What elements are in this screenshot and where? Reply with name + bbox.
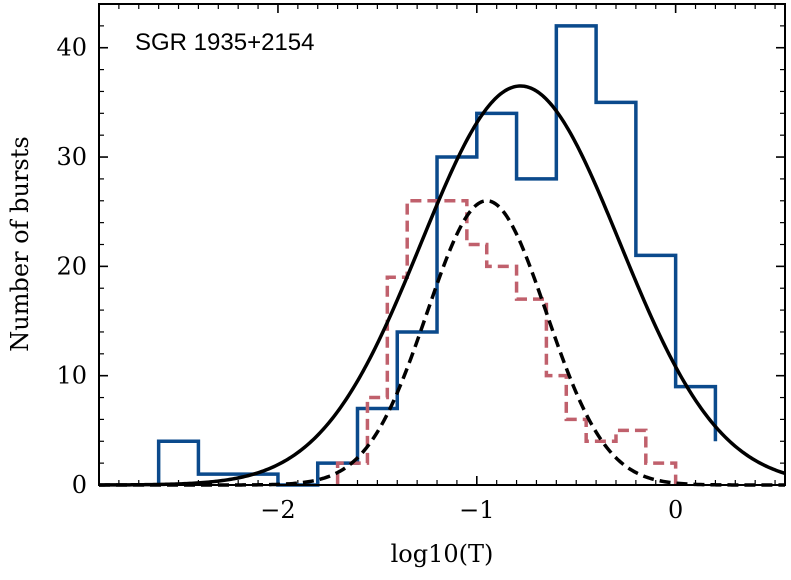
plot-frame — [98, 3, 786, 486]
chart-annotation: SGR 1935+2154 — [135, 29, 314, 56]
x-tick-label: −1 — [459, 496, 494, 524]
gaussian-fit-blue-curve — [99, 84, 786, 487]
y-tick-label: 40 — [56, 34, 87, 62]
histogram-red — [335, 199, 678, 485]
y-tick-label: 0 — [72, 471, 87, 499]
gaussian-fits — [99, 84, 786, 487]
y-tick-label: 30 — [56, 143, 87, 171]
histogram-red-steps — [335, 199, 678, 485]
histogram-blue-steps — [156, 24, 718, 487]
x-tick-label: −2 — [260, 496, 295, 524]
y-axis-label: Number of bursts — [6, 136, 34, 351]
y-tick-label: 20 — [56, 252, 87, 280]
x-tick-label: 0 — [668, 496, 683, 524]
y-tick-label: 10 — [56, 362, 87, 390]
plot-area-background — [99, 4, 785, 485]
histogram-blue — [156, 24, 718, 487]
x-axis-label: log10(T) — [391, 540, 494, 568]
tick-labels: −2 −1 0 0 10 20 30 40 — [56, 34, 683, 524]
